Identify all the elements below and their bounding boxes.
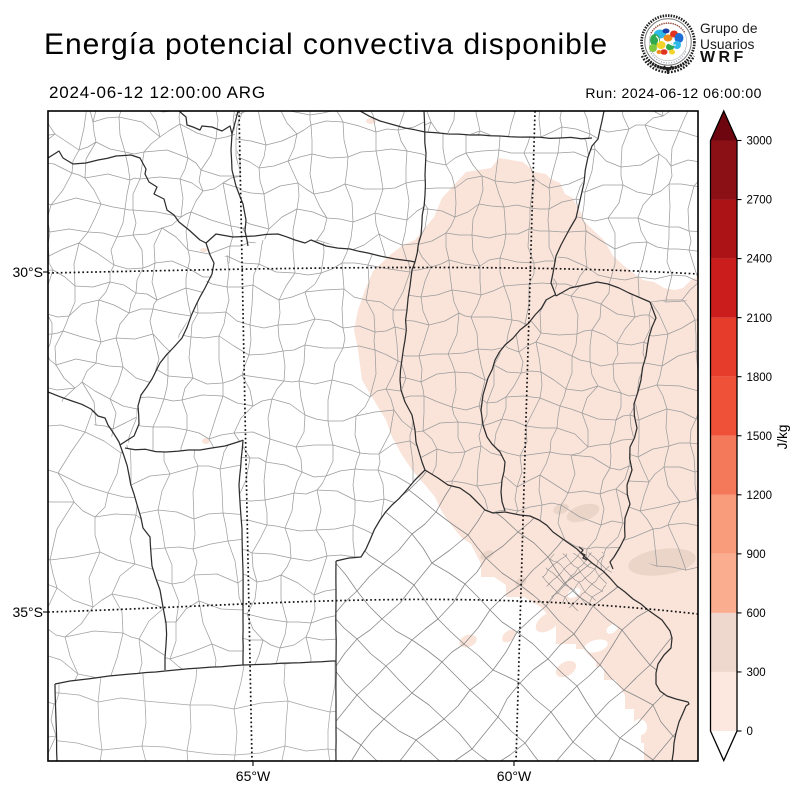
svg-text:3000: 3000 [747,136,773,148]
svg-text:65°W: 65°W [236,768,271,784]
svg-text:1500: 1500 [747,431,773,443]
svg-text:30°S: 30°S [12,264,43,280]
svg-text:2700: 2700 [747,195,773,207]
svg-text:1200: 1200 [747,490,773,502]
svg-text:900: 900 [747,549,766,561]
svg-text:0: 0 [747,726,753,738]
svg-text:300: 300 [747,667,766,679]
svg-text:1800: 1800 [747,372,773,384]
svg-text:600: 600 [747,608,766,620]
svg-text:2400: 2400 [747,254,773,266]
svg-text:2100: 2100 [747,313,773,325]
svg-text:60°W: 60°W [497,768,532,784]
svg-text:35°S: 35°S [12,604,43,620]
svg-text:J/kg: J/kg [775,425,790,450]
